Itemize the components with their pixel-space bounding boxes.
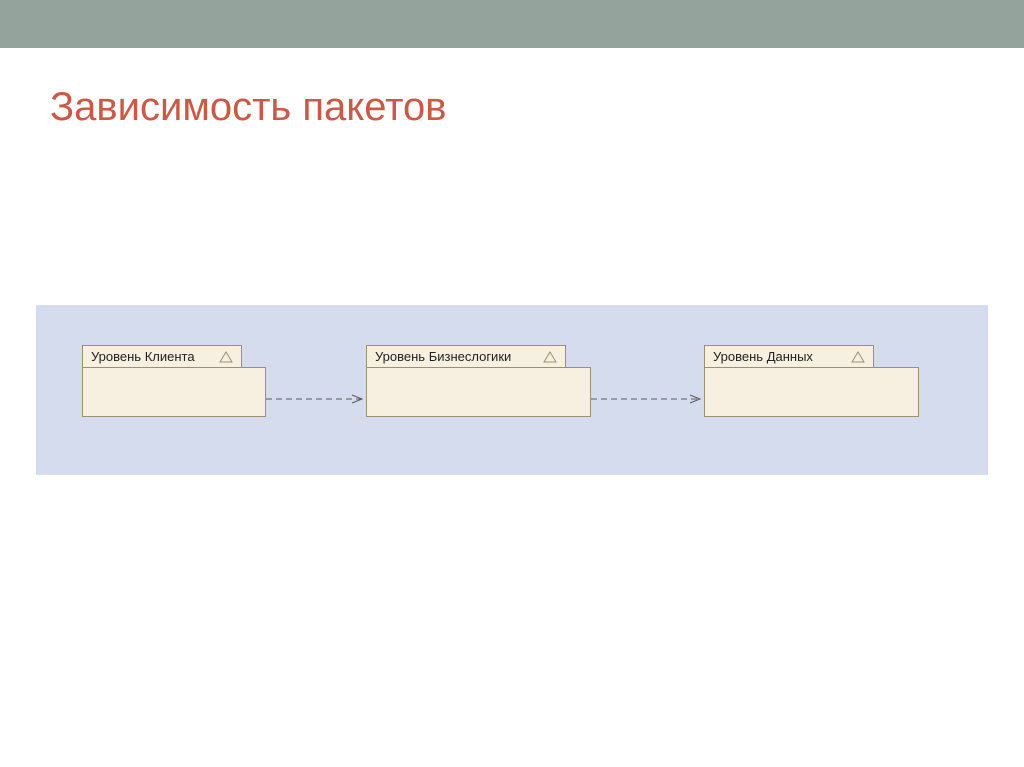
package-business: Уровень Бизнеслогики [366,345,591,417]
package-tab: Уровень Бизнеслогики [366,345,566,368]
package-body [82,367,266,417]
package-body [704,367,919,417]
package-triangle-icon [219,351,233,363]
slide-title: Зависимость пакетов [50,85,447,130]
diagram-area: Уровень Клиента Уровень Бизнеслогики Урове… [36,305,988,475]
package-data: Уровень Данных [704,345,919,417]
package-triangle-icon [543,351,557,363]
package-label: Уровень Данных [713,349,845,364]
package-tab: Уровень Данных [704,345,874,368]
package-client: Уровень Клиента [82,345,266,417]
package-label: Уровень Бизнеслогики [375,349,537,364]
package-tab: Уровень Клиента [82,345,242,368]
package-body [366,367,591,417]
package-triangle-icon [851,351,865,363]
package-label: Уровень Клиента [91,349,213,364]
slide-top-bar [0,0,1024,48]
